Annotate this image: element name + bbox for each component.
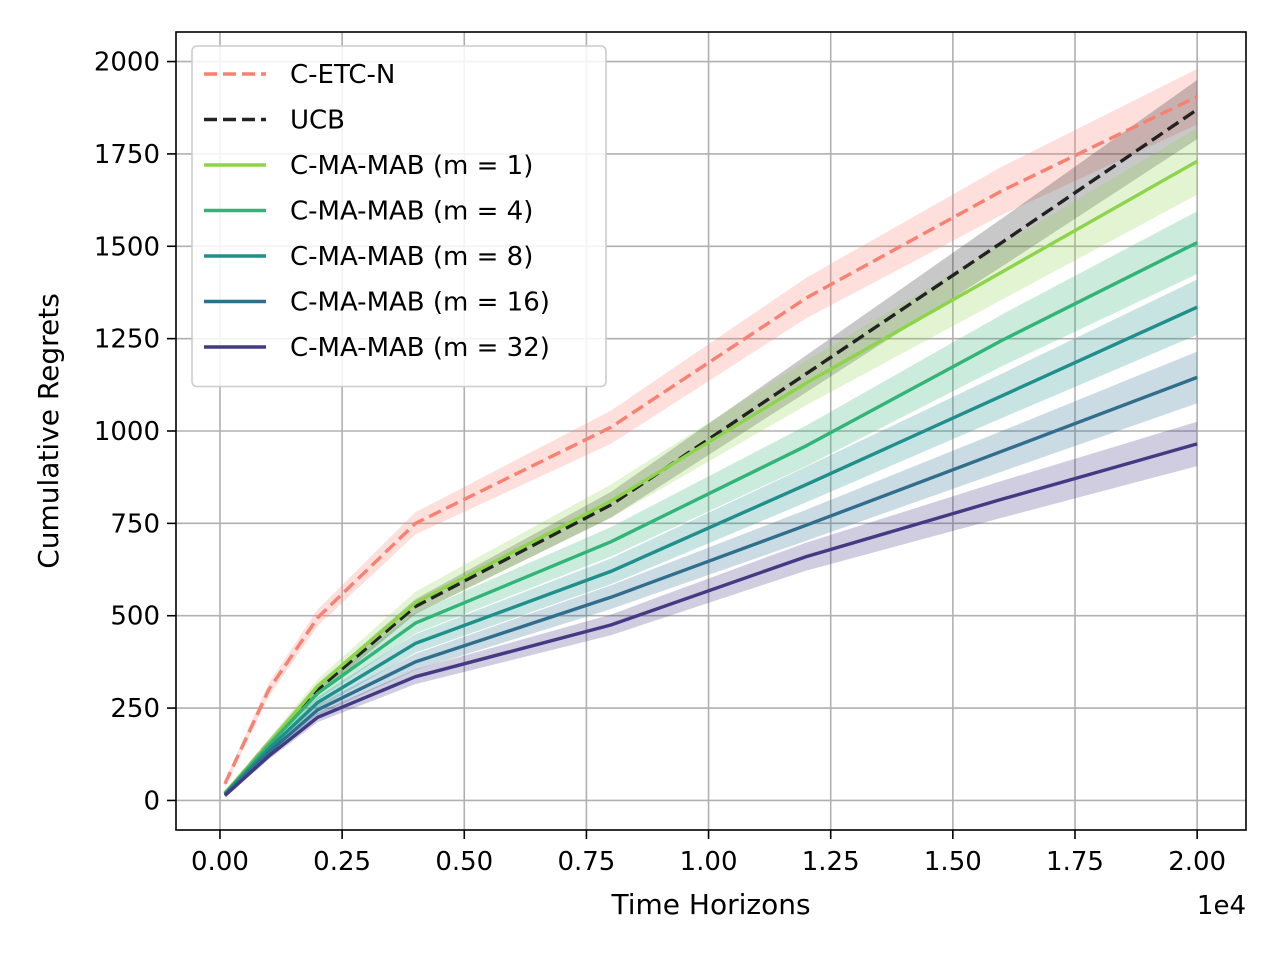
- y-axis: 0 250 500 750 1000 1250 1500 1750 2000: [94, 48, 176, 816]
- legend: C-ETC-N UCB C-MA-MAB (m = 1) C-MA-MAB (m = …: [191, 45, 607, 388]
- legend-box: [191, 45, 607, 388]
- legend-label-3: C-MA-MAB (m = 4): [290, 197, 533, 227]
- x-tick-label: 1.00: [680, 847, 738, 877]
- y-tick-label: 0: [143, 786, 160, 816]
- y-tick-label: 1250: [94, 325, 160, 355]
- y-axis-label: Cumulative Regrets: [32, 293, 65, 569]
- y-tick-label: 1750: [94, 140, 160, 170]
- confidence-band-2: [224, 128, 1198, 795]
- confidence-band-0: [224, 68, 1198, 788]
- x-tick-label: 1.50: [924, 847, 982, 877]
- x-axis-label: Time Horizons: [610, 888, 810, 921]
- series-line-6: [223, 442, 1198, 797]
- series-line-4: [223, 305, 1198, 796]
- x-tick-label: 0.00: [191, 847, 249, 877]
- legend-label-4: C-MA-MAB (m = 8): [290, 242, 533, 272]
- x-tick-label: 1.75: [1046, 847, 1104, 877]
- y-tick-label: 500: [110, 602, 160, 632]
- y-tick-label: 750: [110, 509, 160, 539]
- legend-label-0: C-ETC-N: [290, 60, 395, 90]
- x-tick-label: 2.00: [1168, 847, 1226, 877]
- y-tick-label: 250: [110, 694, 160, 724]
- y-tick-label: 1500: [94, 232, 160, 262]
- legend-label-5: C-MA-MAB (m = 16): [290, 288, 550, 318]
- x-axis: 0.00 0.25 0.50 0.75 1.00 1.25 1.50 1.75 2.00: [191, 830, 1226, 877]
- legend-label-6: C-MA-MAB (m = 32): [290, 333, 550, 363]
- legend-label-1: UCB: [290, 106, 345, 136]
- series-lines: [223, 95, 1199, 797]
- legend-label-2: C-MA-MAB (m = 1): [290, 151, 533, 181]
- confidence-band-4: [224, 279, 1198, 796]
- x-tick-label: 1.25: [802, 847, 860, 877]
- y-tick-label: 1000: [94, 417, 160, 447]
- confidence-band-3: [224, 211, 1198, 796]
- confidence-band-5: [224, 351, 1198, 797]
- y-tick-label: 2000: [94, 48, 160, 78]
- series-line-2: [223, 159, 1198, 795]
- x-tick-label: 0.50: [435, 847, 493, 877]
- x-tick-label: 0.25: [313, 847, 371, 877]
- confidence-band-6: [224, 421, 1198, 798]
- series-line-3: [223, 241, 1198, 795]
- series-line-5: [223, 375, 1198, 797]
- series-line-0: [223, 95, 1198, 785]
- x-axis-offset-label: 1e4: [1197, 891, 1246, 921]
- x-tick-label: 0.75: [557, 847, 615, 877]
